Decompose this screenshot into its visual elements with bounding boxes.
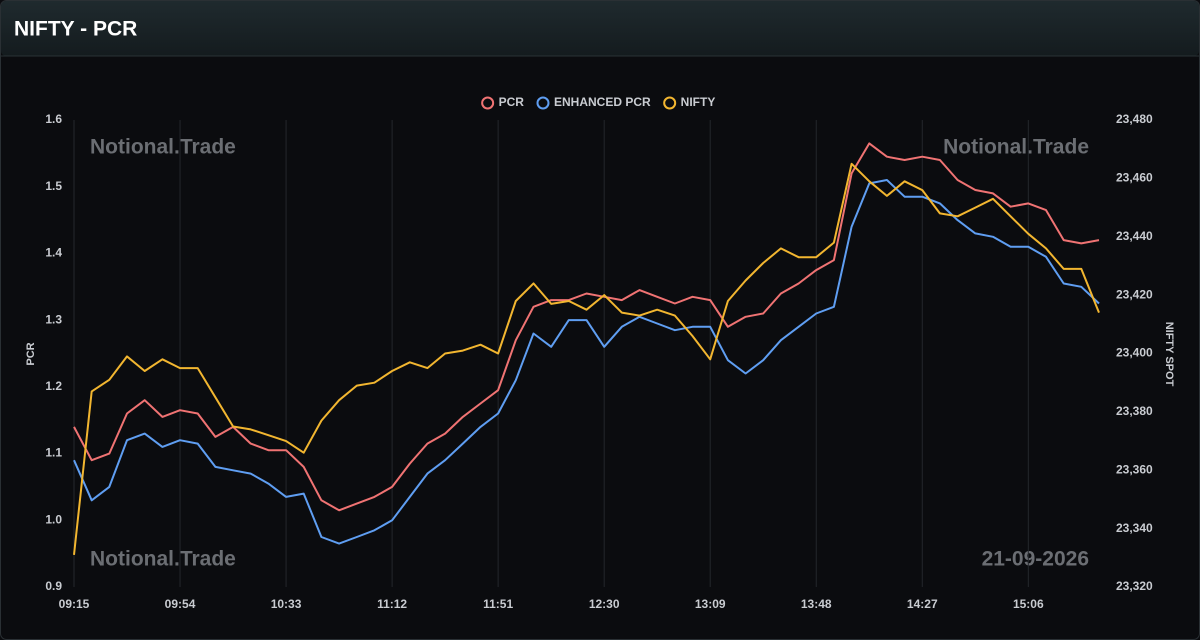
y-tick-label: 1.6 [45,112,62,126]
legend-marker [663,96,677,110]
date-label: 21-09-2026 [982,548,1089,571]
watermark: Notional.Trade [943,136,1089,159]
y-tick-label: 1.4 [45,246,62,260]
x-tick-label: 13:09 [695,597,726,611]
y-tick-label: 1.2 [45,379,62,393]
legend-marker [481,96,495,110]
y-axis-label: PCR [25,342,37,365]
y2-tick-label: 23,420 [1116,287,1153,301]
x-tick-label: 10:33 [271,597,302,611]
legend-label: ENHANCED PCR [554,95,651,109]
series-line [73,142,1100,512]
watermark: Notional.Trade [90,548,236,571]
header-title: NIFTY - PCR [14,18,137,41]
x-tick-label: 11:51 [483,597,513,611]
watermark: Notional.Trade [90,136,236,159]
y2-tick-label: 23,380 [1116,404,1153,418]
y2-tick-label: 23,320 [1116,579,1153,593]
x-tick-label: 09:15 [59,597,90,611]
legend-label: PCR [499,95,525,109]
y2-tick-label: 23,440 [1116,229,1153,243]
y2-tick-label: 23,360 [1116,462,1153,476]
y-tick-label: 1.1 [45,446,62,460]
x-tick-label: 09:54 [165,597,196,611]
legend-marker [536,96,550,110]
y2-axis-label: NIFTY SPOT [1163,322,1175,387]
y-tick-label: 1.0 [45,512,62,526]
series-line [73,162,1100,556]
x-tick-label: 14:27 [907,597,938,611]
legend-label: NIFTY [681,95,716,109]
x-tick-label: 12:30 [589,597,620,611]
y2-tick-label: 23,340 [1116,521,1153,535]
y-tick-label: 1.3 [45,312,62,326]
y2-tick-label: 23,400 [1116,346,1153,360]
x-tick-label: 11:12 [377,597,407,611]
y2-tick-label: 23,480 [1116,112,1153,126]
header [1,1,1199,56]
x-tick-label: 15:06 [1013,597,1044,611]
y-tick-label: 1.5 [45,179,62,193]
x-tick-label: 13:48 [801,597,832,611]
y2-tick-label: 23,460 [1116,171,1153,185]
y-tick-label: 0.9 [45,579,62,593]
